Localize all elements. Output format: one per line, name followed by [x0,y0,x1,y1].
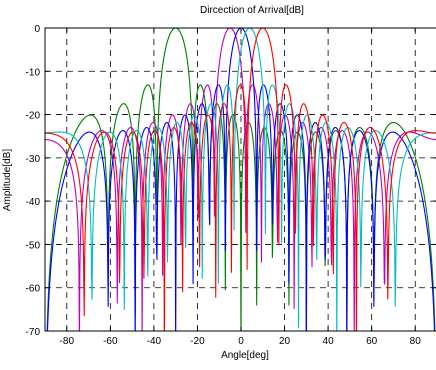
y-axis-label: Amplitude[dB] [2,149,13,211]
x-tick-label: 20 [279,336,291,347]
y-tick-label: -10 [26,67,41,78]
x-tick-label: 60 [366,336,378,347]
y-tick-label: -50 [26,240,41,251]
x-axis-label: Angle[deg] [221,350,269,361]
x-tick-label: -60 [103,336,118,347]
series-group [45,28,436,331]
y-tick-label: -70 [26,327,41,338]
ticks [45,27,436,332]
y-tick-labels: 0 -10 -20 -30 -40 -50 -60 -70 [26,24,41,338]
series-line-2 [46,28,436,331]
x-tick-label: 80 [410,336,422,347]
x-tick-labels: -80 -60 -40 -20 0 20 40 60 80 [60,336,422,347]
x-tick-label: -80 [60,336,75,347]
x-tick-label: 0 [238,336,244,347]
series-line-1 [45,28,436,331]
series-line-4 [45,28,436,331]
chart-title: Dircection of Arrival[dB] [200,5,304,16]
x-tick-label: 40 [323,336,335,347]
x-tick-label: -40 [147,336,162,347]
y-tick-label: -20 [26,111,41,122]
y-tick-label: -30 [26,154,41,165]
y-tick-label: -40 [26,197,41,208]
x-tick-label: -20 [190,336,205,347]
y-tick-label: 0 [34,24,40,35]
series-line-3 [45,28,436,331]
y-tick-label: -60 [26,284,41,295]
